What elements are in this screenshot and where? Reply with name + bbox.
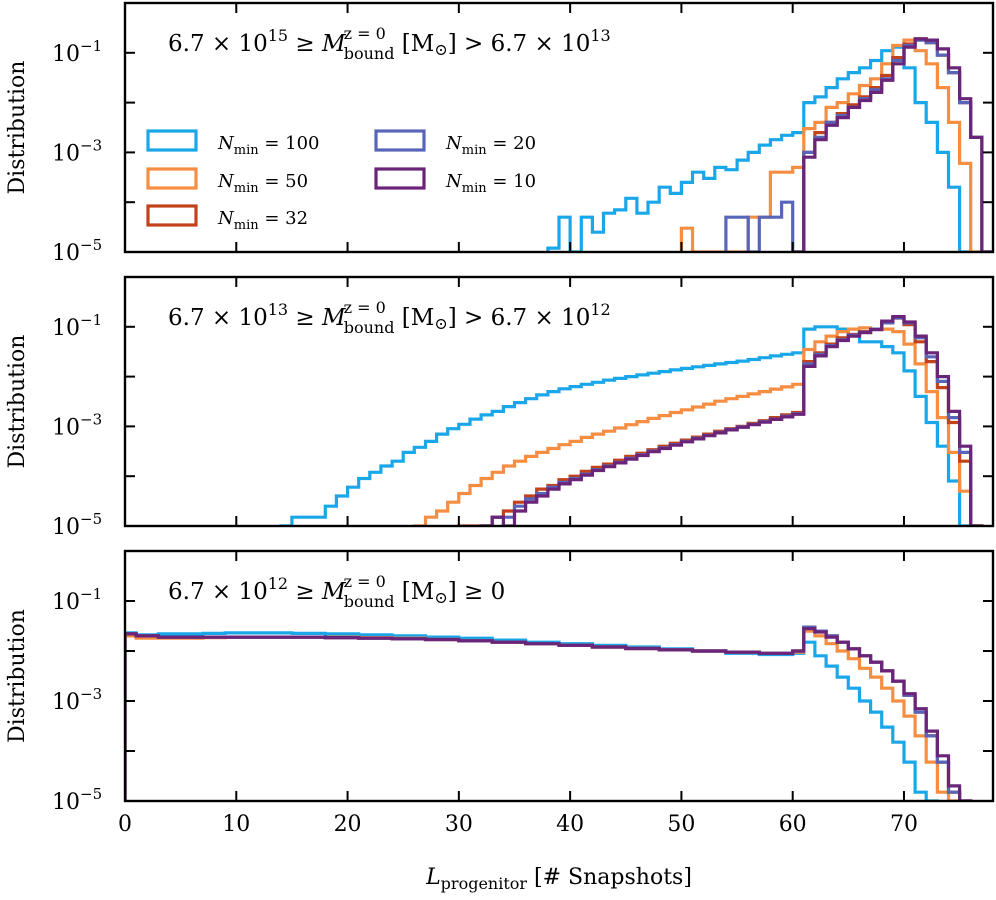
y-tick-label: 10−3 <box>52 410 102 440</box>
panel-title: 6.7 × 1012 ≥ Mz = 0 bound [M⊙] ≥ 0 <box>168 572 505 611</box>
x-tick-label: 50 <box>667 812 695 837</box>
legend-swatch <box>146 129 198 152</box>
series-Nmin-10 <box>479 315 984 526</box>
legend-item: Nmin = 10 <box>374 167 536 196</box>
panel-3: 0 10 20 30 40 50 60 70 10−1 10−3 10−5 Distribution 6… <box>5 549 995 837</box>
panel-1: 10−1 10−3 10−5 Distribution 6.7 × 1015 ≥ Mz … <box>5 1 995 266</box>
y-axis-label: Distribution <box>5 61 30 195</box>
panel-title: 6.7 × 1015 ≥ Mz = 0 bound [M⊙] > 6.7 × 10… <box>168 24 611 63</box>
x-tick-label: 70 <box>890 812 918 837</box>
y-tick-label: 10−1 <box>52 585 102 615</box>
series-Nmin-100 <box>125 631 939 801</box>
legend-item: Nmin = 20 <box>374 129 536 158</box>
x-tick-label: 60 <box>779 812 807 837</box>
x-tick-label: 30 <box>445 812 473 837</box>
x-axis-label: Lprogenitor [# Snapshots] <box>425 865 692 893</box>
legend-swatch <box>146 167 198 190</box>
x-tick-label: 0 <box>118 812 132 837</box>
y-axis-label: Distribution <box>5 609 30 743</box>
legend-swatch <box>374 167 426 190</box>
series-Nmin-50 <box>412 326 984 526</box>
series-Nmin-50 <box>679 38 984 252</box>
y-tick-label: 10−5 <box>52 510 102 540</box>
legend-label: Nmin = 100 <box>217 133 320 158</box>
legend-label: Nmin = 10 <box>445 171 536 196</box>
x-tick-label: 20 <box>334 812 362 837</box>
series-group <box>279 315 984 526</box>
panel-frame <box>123 275 995 528</box>
x-tick-label: 40 <box>556 812 584 837</box>
y-tick-label: 10−5 <box>52 785 102 815</box>
series-Nmin-32 <box>125 625 973 801</box>
legend-label: Nmin = 32 <box>217 208 308 233</box>
y-tick-label: 10−3 <box>52 136 102 166</box>
panel-frame <box>123 1 995 254</box>
series-group <box>546 37 993 252</box>
series-Nmin-32 <box>802 37 993 252</box>
y-tick-label: 10−1 <box>52 311 102 341</box>
x-tick-label: 10 <box>222 812 250 837</box>
y-tick-label: 10−5 <box>52 236 102 266</box>
series-Nmin-10 <box>791 37 993 252</box>
legend-label: Nmin = 20 <box>445 133 536 158</box>
series-Nmin-20 <box>479 316 984 526</box>
series-Nmin-50 <box>125 629 962 801</box>
legend: Nmin = 100 Nmin = 50 Nmin = 32 Nmin = 20 Nmi… <box>146 129 536 233</box>
series-Nmin-20 <box>125 625 973 801</box>
series-group <box>125 625 973 801</box>
legend-item: Nmin = 100 <box>146 129 320 158</box>
y-axis-label: Distribution <box>5 335 30 469</box>
legend-item: Nmin = 32 <box>146 204 308 233</box>
y-tick-label: 10−1 <box>52 37 102 67</box>
legend-label: Nmin = 50 <box>217 171 308 196</box>
panel-title: 6.7 × 1013 ≥ Mz = 0 bound [M⊙] > 6.7 × 10… <box>168 298 611 337</box>
y-tick-label: 10−3 <box>52 685 102 715</box>
series-Nmin-10 <box>125 627 973 801</box>
legend-item: Nmin = 50 <box>146 167 308 196</box>
legend-swatch <box>146 204 198 227</box>
legend-swatch <box>374 129 426 152</box>
panel-frame <box>123 549 995 803</box>
panel-2: 10−1 10−3 10−5 Distribution 6.7 × 1013 ≥ Mz … <box>5 275 995 540</box>
